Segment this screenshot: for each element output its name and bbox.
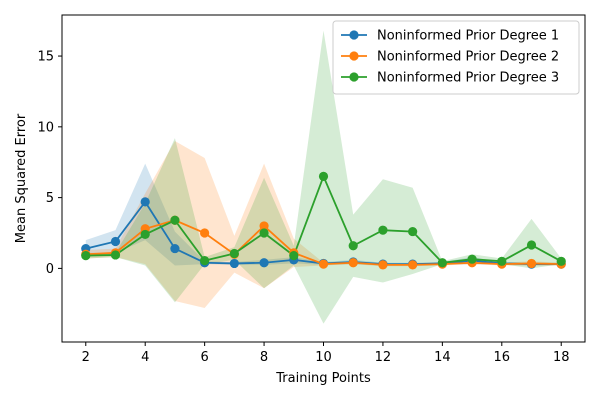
y-axis-ticks: 0 5 10 15: [37, 50, 62, 277]
x-tick-label: 2: [82, 350, 90, 365]
x-tick-label: 12: [375, 350, 392, 365]
point-series-3-x-14: [437, 258, 447, 268]
x-tick-label: 14: [434, 350, 451, 365]
legend-swatch-marker: [349, 30, 359, 40]
point-series-3-x-17: [526, 240, 537, 250]
x-tick-label: 16: [494, 350, 511, 365]
legend-entry-1: Noninformed Prior Degree 1: [377, 29, 559, 44]
point-series-2-x-10: [318, 259, 329, 269]
point-series-2-x-11: [348, 258, 358, 268]
point-series-2-x-8: [259, 221, 269, 231]
y-axis-label: Mean Squared Error: [14, 113, 29, 243]
point-series-3-x-9: [289, 251, 299, 261]
legend-box: [332, 20, 580, 95]
y-tick-label: 5: [46, 191, 54, 206]
point-series-3-x-18: [556, 256, 566, 266]
x-axis-ticks: 2 4 6 8 10 12 14 16 18: [82, 342, 570, 365]
legend-swatch-marker: [349, 72, 359, 82]
point-series-3-x-8: [259, 228, 269, 238]
point-series-2-x-17: [526, 258, 537, 269]
point-series-2-x-12: [378, 260, 388, 270]
y-tick-label: 0: [46, 262, 54, 277]
legend-entry-3: Noninformed Prior Degree 3: [377, 71, 559, 86]
point-series-1-x-5: [170, 243, 180, 254]
x-tick-label: 4: [141, 350, 149, 365]
legend-entry-2: Noninformed Prior Degree 2: [377, 50, 559, 65]
point-series-3-x-10: [318, 171, 329, 181]
point-series-3-x-13: [408, 226, 418, 237]
point-series-3-x-16: [497, 256, 507, 266]
series-points: [81, 171, 566, 270]
x-axis-label: Training Points: [275, 371, 371, 386]
point-series-3-x-15: [467, 254, 477, 264]
point-series-1-x-7: [229, 258, 239, 269]
x-tick-label: 10: [315, 350, 332, 365]
point-series-3-x-2: [81, 251, 91, 261]
point-series-3-x-3: [110, 250, 121, 260]
y-tick-label: 15: [37, 50, 54, 65]
point-series-2-x-13: [408, 260, 418, 270]
x-tick-label: 6: [200, 350, 208, 365]
legend-swatch-marker: [349, 51, 359, 61]
point-series-3-x-11: [348, 241, 358, 251]
point-series-2-x-6: [200, 228, 210, 238]
point-series-3-x-6: [200, 256, 210, 266]
legend: Noninformed Prior Degree 1 Noninformed Pr…: [332, 20, 580, 95]
point-series-3-x-7: [229, 248, 239, 259]
x-tick-label: 18: [553, 350, 570, 365]
point-series-3-x-5: [170, 215, 180, 225]
point-series-3-x-4: [140, 229, 150, 240]
point-series-1-x-4: [140, 197, 150, 207]
x-tick-label: 8: [260, 350, 268, 365]
point-series-1-x-8: [259, 258, 269, 268]
y-tick-label: 10: [37, 120, 54, 135]
point-series-1-x-3: [110, 236, 121, 247]
point-series-3-x-12: [378, 225, 388, 235]
